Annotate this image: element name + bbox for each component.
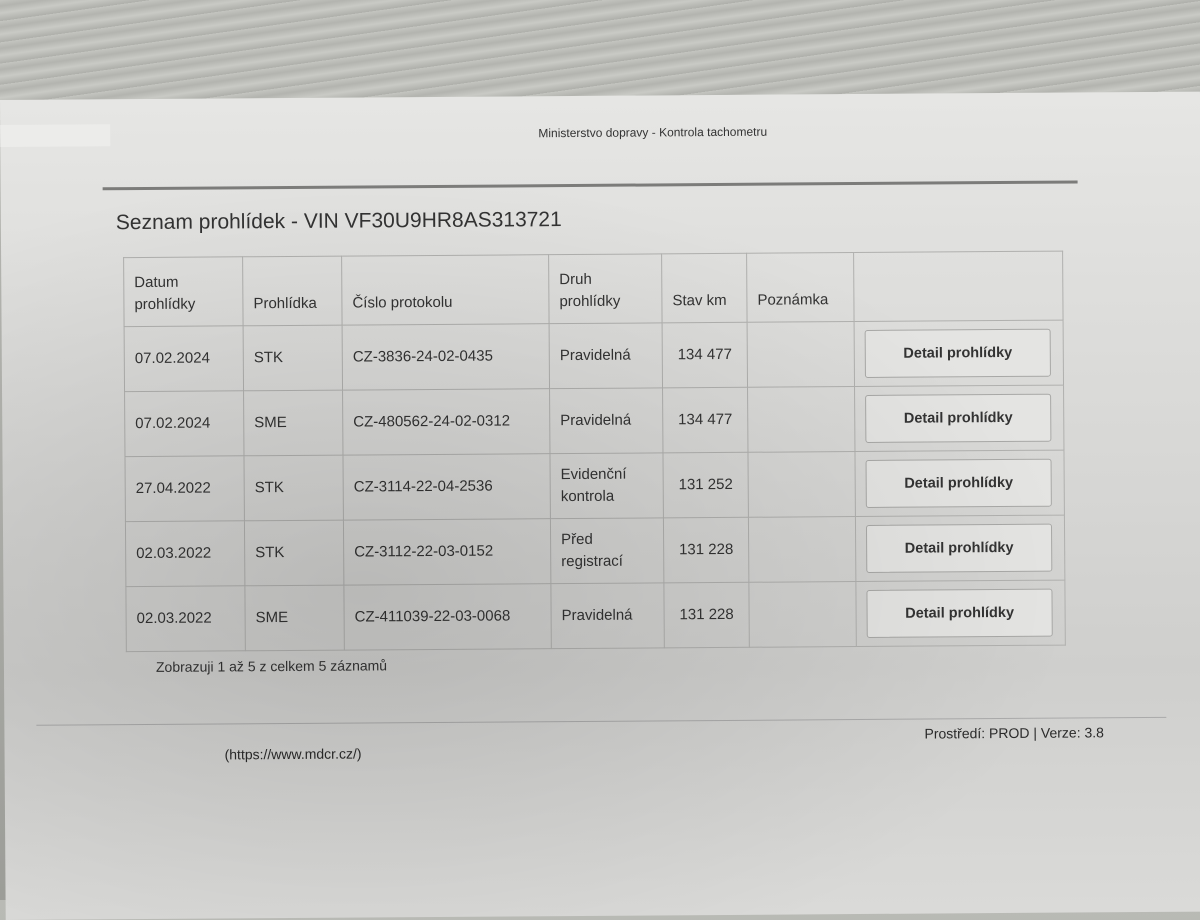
date-cell: 02.03.2022 (125, 520, 245, 587)
km-cell: 131 228 (663, 582, 750, 648)
footer-url[interactable]: (https://www.mdcr.cz/) (224, 745, 362, 763)
note-cell (747, 451, 856, 518)
inspection-cell: STK (244, 520, 344, 586)
kind-cell: Před registrací (550, 517, 664, 584)
inspection-cell: STK (243, 325, 343, 391)
protocol-cell: CZ-480562-24-02-0312 (342, 388, 550, 456)
detail-button[interactable]: Detail prohlídky (865, 393, 1052, 443)
table-header-row: Datum prohlídky Prohlídka Číslo protokol… (123, 251, 1064, 327)
detail-button[interactable]: Detail prohlídky (865, 523, 1053, 573)
km-cell: 134 477 (662, 387, 748, 453)
action-cell: Detail prohlídky (854, 385, 1064, 452)
km-cell: 134 477 (662, 322, 748, 388)
kind-cell: Pravidelná (550, 582, 665, 649)
environment-version: Prostředí: PROD | Verze: 3.8 (924, 724, 1104, 742)
protocol-cell: CZ-3114-22-04-2536 (342, 453, 551, 521)
detail-button[interactable]: Detail prohlídky (865, 458, 1052, 508)
kind-cell: Pravidelná (549, 322, 663, 389)
note-cell (747, 321, 855, 388)
table-row: 02.03.2022 STK CZ-3112-22-03-0152 Před regi… (125, 515, 1065, 587)
inspections-table: Datum prohlídky Prohlídka Číslo protokol… (123, 251, 1066, 653)
date-cell: 07.02.2024 (124, 325, 244, 392)
col-inspection: Prohlídka (242, 256, 343, 326)
table-row: 07.02.2024 SME CZ-480562-24-02-0312 Pravide… (124, 385, 1064, 457)
action-cell: Detail prohlídky (854, 450, 1065, 517)
col-kind: Druh prohlídky (548, 253, 663, 324)
col-note: Poznámka (746, 252, 855, 323)
inspection-cell: SME (244, 585, 345, 651)
kind-cell: Pravidelná (549, 387, 663, 454)
detail-button[interactable]: Detail prohlídky (864, 328, 1051, 378)
col-action (853, 251, 1064, 322)
date-cell: 07.02.2024 (124, 390, 244, 457)
protocol-cell: CZ-3836-24-02-0435 (342, 323, 550, 391)
table-row: 02.03.2022 SME CZ-411039-22-03-0068 Pravide… (125, 580, 1066, 652)
protocol-cell: CZ-3112-22-03-0152 (343, 518, 551, 586)
col-km: Stav km (661, 253, 748, 323)
km-cell: 131 252 (662, 452, 749, 518)
col-date: Datum prohlídky (123, 256, 244, 327)
note-cell (748, 516, 856, 583)
date-cell: 02.03.2022 (125, 585, 246, 652)
print-header-title: Ministerstvo dopravy - Kontrola tachomet… (538, 124, 768, 141)
record-count: Zobrazuji 1 až 5 z celkem 5 záznamů (155, 657, 388, 675)
inspection-cell: SME (243, 390, 343, 456)
action-cell: Detail prohlídky (854, 320, 1064, 387)
date-cell: 27.04.2022 (124, 455, 245, 522)
km-cell: 131 228 (663, 517, 749, 583)
printed-page: Ministerstvo dopravy - Kontrola tachomet… (0, 91, 1200, 920)
table-row: 07.02.2024 STK CZ-3836-24-02-0435 Pravideln… (124, 320, 1064, 392)
action-cell: Detail prohlídky (855, 580, 1066, 647)
note-cell (747, 386, 855, 453)
detail-button[interactable]: Detail prohlídky (866, 588, 1053, 638)
kind-cell: Evidenční kontrola (549, 452, 664, 519)
col-protocol: Číslo protokolu (341, 254, 550, 326)
page-title: Seznam prohlídek - VIN VF30U9HR8AS313721 (115, 208, 562, 235)
protocol-cell: CZ-411039-22-03-0068 (343, 583, 552, 651)
table-row: 27.04.2022 STK CZ-3114-22-04-2536 Evidenční… (124, 450, 1065, 522)
inspection-cell: STK (243, 455, 344, 521)
action-cell: Detail prohlídky (855, 515, 1065, 582)
header-divider (102, 180, 1078, 191)
note-cell (748, 581, 857, 648)
